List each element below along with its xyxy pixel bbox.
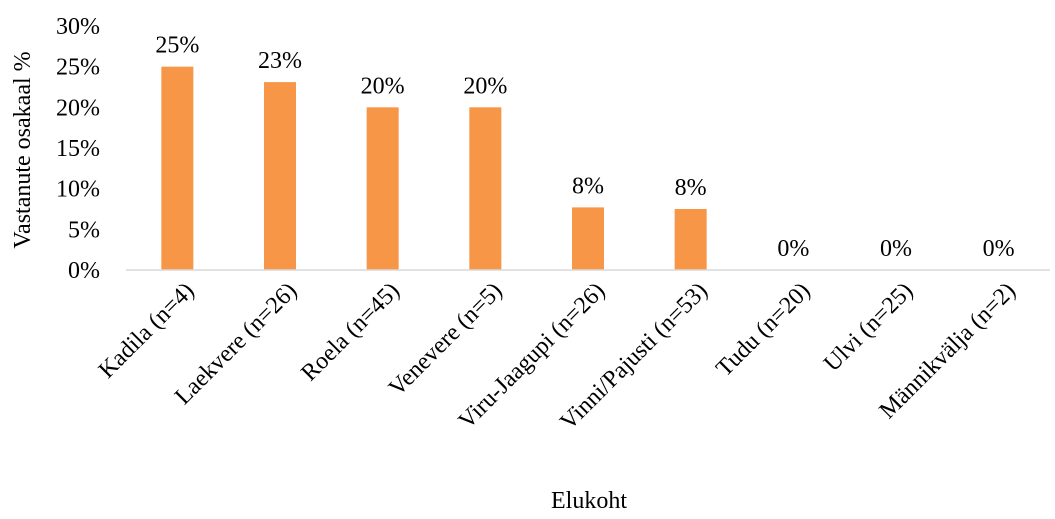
data-label: 8%	[572, 173, 604, 199]
y-tick-label: 0%	[68, 258, 100, 284]
data-label: 0%	[777, 236, 809, 262]
y-axis-ticks: 0% 5% 10% 15% 20% 25% 30%	[56, 14, 100, 284]
data-label: 0%	[983, 236, 1015, 262]
bar	[366, 107, 399, 270]
y-tick-label: 15%	[56, 136, 100, 162]
bar	[264, 82, 296, 271]
data-label: 25%	[155, 33, 199, 59]
bar	[469, 107, 502, 270]
data-label: 20%	[361, 73, 405, 99]
x-category-label: Tudu (n=20)	[711, 278, 815, 382]
data-label: 0%	[880, 236, 912, 262]
x-category-label: Ulvi (n=25)	[819, 278, 918, 377]
bars	[161, 66, 707, 271]
x-category-label: Roela (n=45)	[296, 278, 405, 387]
y-axis-title: Vastanute osakaal %	[10, 51, 36, 248]
data-labels: 25% 23% 20% 20% 8% 8% 0% 0% 0%	[155, 33, 1014, 262]
x-axis-title: Elukoht	[551, 488, 627, 514]
data-label: 8%	[675, 175, 707, 201]
x-category-label: Kadila (n=4)	[94, 278, 200, 384]
data-label: 20%	[463, 73, 507, 99]
data-label: 23%	[258, 48, 302, 74]
bar	[572, 207, 604, 270]
y-tick-label: 10%	[56, 177, 100, 203]
bar	[674, 209, 707, 270]
x-axis-category-labels: Kadila (n=4)Laekvere (n=26)Roela (n=45)V…	[94, 278, 1021, 436]
y-tick-label: 30%	[56, 14, 100, 40]
y-tick-label: 5%	[68, 217, 100, 243]
y-tick-label: 20%	[56, 95, 100, 121]
bar	[161, 66, 194, 271]
y-tick-label: 25%	[56, 55, 100, 81]
